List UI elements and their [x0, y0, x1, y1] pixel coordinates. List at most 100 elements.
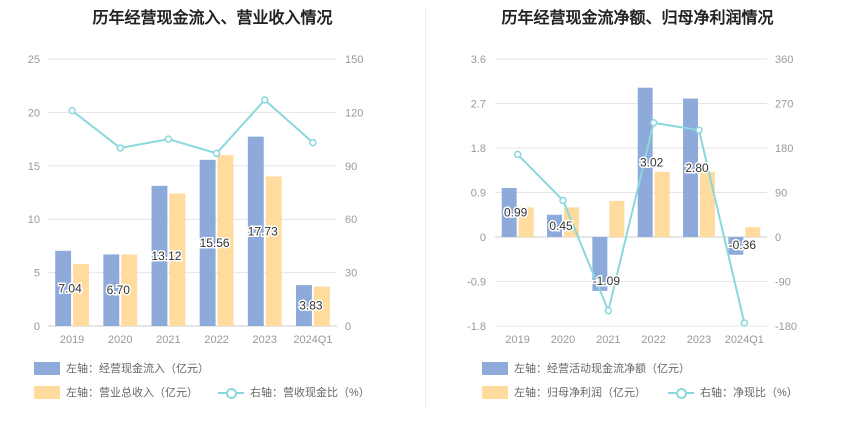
- x-tick-label: 2021: [596, 334, 620, 346]
- x-tick-label: 2022: [204, 334, 228, 346]
- data-label: 0.45: [549, 219, 573, 233]
- data-label: 0.99: [504, 206, 528, 220]
- chart-cashflow-revenue: 0 0 5 30 10 60 15 90 20 120 25 150 2019 2020 2021 2022 2…: [28, 54, 364, 346]
- y-right-tick-label: 180: [775, 143, 793, 155]
- data-label: -1.09: [593, 274, 621, 288]
- ratio-point: [68, 106, 76, 115]
- y-right-tick-label: 90: [775, 188, 787, 200]
- x-tick-label: 2024Q1: [725, 334, 764, 346]
- legend-item-bar1[interactable]: 左轴：经营现金流入（亿元）: [34, 360, 209, 376]
- bar-secondary: [73, 264, 89, 326]
- ratio-point: [513, 150, 522, 159]
- legend-swatch-bar1: [482, 361, 508, 375]
- y-right-tick-label: 150: [345, 54, 363, 66]
- bar-primary: [637, 87, 653, 237]
- data-label: 13.12: [151, 249, 181, 263]
- y-right-tick-label: -180: [775, 321, 797, 333]
- x-tick-label: 2023: [253, 334, 277, 346]
- chart-panel-netcash-profit: 历年经营现金流净额、归母净利润情况 -1.8 -180 -0.9 -90 0 0 0.9 90…: [425, 0, 850, 437]
- chart-title: 历年经营现金流净额、归母净利润情况: [501, 10, 774, 27]
- bar-primary: [683, 98, 698, 237]
- data-label: -0.36: [729, 238, 757, 252]
- y-left-tick-label: 3.6: [471, 54, 486, 66]
- y-left-tick-label: 0: [480, 232, 486, 244]
- data-label: 2.80: [685, 161, 709, 175]
- x-tick-label: 2020: [551, 334, 575, 346]
- legend-swatch-bar1: [34, 361, 60, 375]
- bar-secondary: [217, 155, 234, 326]
- ratio-point: [116, 144, 124, 152]
- legend-swatch-bar2: [482, 385, 508, 399]
- x-tick-label: 2021: [156, 334, 180, 346]
- bar-secondary: [654, 171, 670, 237]
- ratio-point: [649, 119, 658, 127]
- y-left-tick-label: -0.9: [467, 277, 486, 289]
- bar-secondary: [700, 171, 715, 237]
- y-left-tick-label: 5: [34, 268, 40, 280]
- legend-item-bar1[interactable]: 左轴：经营活动现金流净额（亿元）: [482, 360, 690, 376]
- y-right-tick-label: 270: [775, 99, 793, 111]
- chart-netcash-profit: -1.8 -180 -0.9 -90 0 0 0.9 90 1.8 180 2.7 270 3.6 360…: [467, 54, 797, 346]
- legend-item-bar2[interactable]: 左轴：归母净利润（亿元）: [482, 384, 646, 400]
- y-right-tick-label: 30: [345, 268, 357, 280]
- data-label: 6.70: [107, 283, 131, 297]
- y-left-tick-label: 25: [28, 54, 40, 66]
- y-right-tick-label: 120: [345, 107, 363, 119]
- data-label: 17.73: [248, 224, 278, 238]
- ratio-point: [559, 196, 567, 205]
- y-left-tick-label: 2.7: [471, 99, 486, 111]
- ratio-line: [516, 121, 746, 324]
- y-right-tick-label: 0: [345, 321, 351, 333]
- bar-secondary: [609, 200, 625, 237]
- bar-secondary: [518, 207, 534, 237]
- y-right-tick-label: 60: [345, 214, 357, 226]
- legend-item-bar2[interactable]: 左轴：营业总收入（亿元）: [34, 384, 198, 400]
- ratio-point: [309, 138, 317, 147]
- x-tick-label: 2024Q1: [293, 334, 332, 346]
- y-right-tick-label: -90: [775, 277, 791, 289]
- x-tick-label: 2019: [60, 334, 84, 346]
- bar-primary: [103, 254, 120, 326]
- bar-primary: [151, 185, 168, 326]
- y-left-tick-label: 20: [28, 107, 40, 119]
- bar-secondary: [121, 254, 138, 326]
- bar-secondary: [313, 286, 330, 326]
- legend-line-icon: [218, 386, 244, 399]
- legend-label: 左轴：经营活动现金流净额（亿元）: [514, 363, 690, 375]
- bar-primary: [55, 250, 72, 326]
- data-label: 15.56: [200, 236, 230, 250]
- y-right-tick-label: 0: [775, 232, 781, 244]
- ratio-point: [212, 149, 221, 158]
- legend-label: 左轴：营业总收入（亿元）: [66, 387, 198, 399]
- x-tick-label: 2019: [505, 334, 529, 346]
- ratio-point: [261, 96, 269, 104]
- legend-label: 左轴：经营现金流入（亿元）: [66, 363, 209, 375]
- panel-divider: [425, 8, 426, 408]
- bar-primary: [296, 285, 312, 326]
- legend-line-icon: [668, 386, 694, 399]
- legend-item-line[interactable]: 右轴：净现比（%）: [668, 384, 798, 400]
- ratio-point: [164, 135, 173, 143]
- legend-swatch-bar2: [34, 385, 60, 399]
- bar-primary: [547, 214, 562, 237]
- y-right-tick-label: 90: [345, 161, 357, 173]
- bar-secondary: [745, 227, 761, 237]
- bar-secondary: [265, 176, 282, 326]
- y-left-tick-label: 0.9: [471, 188, 486, 200]
- bar-primary: [247, 136, 264, 326]
- x-tick-label: 2022: [641, 334, 665, 346]
- bar-primary: [501, 188, 517, 237]
- chart-title: 历年经营现金流入、营业收入情况: [92, 10, 333, 27]
- ratio-point: [604, 306, 613, 315]
- legend-label: 左轴：归母净利润（亿元）: [514, 387, 646, 399]
- bar-primary: [728, 237, 744, 255]
- legend-label: 右轴：净现比（%）: [700, 387, 798, 399]
- chart-panel-cashflow-revenue: 历年经营现金流入、营业收入情况 0 0 5 30 10 60 15 90 20 120 25 150 2…: [28, 10, 370, 400]
- x-tick-label: 2023: [687, 334, 711, 346]
- data-label: 3.83: [299, 299, 323, 313]
- ratio-point: [695, 126, 703, 134]
- y-left-tick-label: 0: [34, 321, 40, 333]
- legend-label: 右轴：营收现金比（%）: [250, 387, 370, 399]
- y-right-tick-label: 360: [775, 54, 793, 66]
- legend-item-line[interactable]: 右轴：营收现金比（%）: [218, 384, 370, 400]
